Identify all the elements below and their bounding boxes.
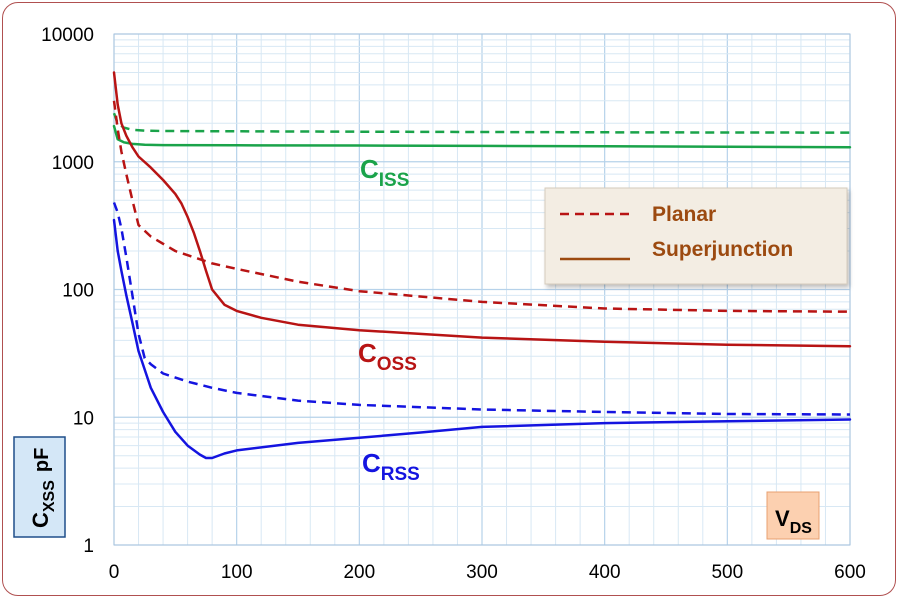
- legend-box: [544, 187, 848, 285]
- y-axis-label-text: CXSSpF: [28, 448, 58, 528]
- series-line-rss-dashed: [112, 202, 851, 416]
- x-tick-label: 500: [711, 562, 743, 583]
- curve-label-coss: COSS: [358, 338, 417, 375]
- y-tick-label: 1000: [52, 153, 94, 174]
- legend-label-planar: Planar: [652, 203, 716, 226]
- y-tick-label: 100: [62, 281, 94, 302]
- plot-area-border: [113, 33, 851, 546]
- series-line-oss-dashed: [112, 100, 851, 313]
- y-tick-label: 1: [83, 536, 94, 557]
- curve-label-crss: CRSS: [362, 448, 420, 485]
- tick-labels: 0 100 200 300 400 500 600 1 10 100 1000 10000: [41, 25, 866, 583]
- x-axis-label-text: VDS: [775, 506, 812, 537]
- y-axis-label: CXSSpF: [13, 436, 66, 538]
- y-tick-label: 10000: [41, 25, 94, 46]
- legend-label-superjunction: Superjunction: [652, 238, 793, 261]
- x-tick-label: 100: [221, 562, 253, 583]
- y-axis-label-box: [13, 436, 66, 538]
- legend: Planar Superjunction: [544, 187, 848, 285]
- series-line-rss-solid: [112, 218, 852, 460]
- series-line-oss-solid: [112, 71, 852, 348]
- x-tick-label: 0: [109, 562, 120, 583]
- x-axis-label: VDS: [766, 491, 820, 540]
- x-axis-label-box: [766, 491, 820, 540]
- x-tick-label: 300: [466, 562, 498, 583]
- curve-label-ciss: CISS: [360, 154, 409, 191]
- y-tick-label: 10: [73, 408, 94, 429]
- x-tick-label: 400: [589, 562, 621, 583]
- grid: [113, 33, 851, 546]
- series-group: [112, 71, 852, 460]
- x-tick-label: 200: [343, 562, 375, 583]
- series-line-iss-solid: [112, 124, 852, 149]
- x-tick-label: 600: [834, 562, 866, 583]
